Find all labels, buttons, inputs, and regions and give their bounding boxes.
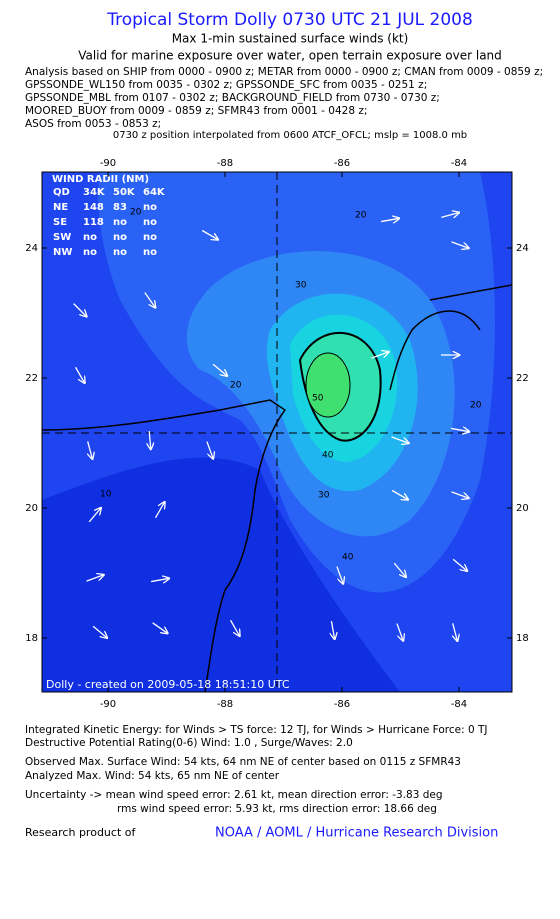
radii-cell: no — [113, 217, 127, 228]
wind-arrow — [152, 622, 168, 633]
map-frame — [41, 171, 513, 693]
wind-arrow — [149, 430, 151, 449]
wind-arrow — [206, 441, 213, 459]
radii-cell: 83 — [113, 202, 127, 213]
lat-label: 20 — [25, 503, 38, 514]
radii-cell: 50K — [113, 187, 136, 198]
subtitle: Max 1-min sustained surface winds (kt) — [172, 32, 409, 46]
analysis-line: ASOS from 0053 - 0853 z; — [25, 118, 161, 130]
lon-label: -88 — [217, 158, 233, 169]
radii-cell: no — [143, 232, 157, 243]
footer-line: Uncertainty -> mean wind speed error: 2.… — [25, 789, 443, 801]
wind-arrow — [151, 578, 169, 581]
wind-arrow — [229, 619, 240, 636]
wind-arrow — [212, 363, 227, 376]
radii-cell: no — [83, 232, 97, 243]
lon-label: -84 — [451, 699, 467, 710]
map: 20 30 20 10 20 40 50 30 40 20 WIND RADII (NM) QD 34… — [42, 172, 512, 692]
wind-arrow — [391, 436, 409, 443]
wind-arrow — [86, 575, 104, 582]
lat-label: 24 — [25, 243, 38, 254]
lon-label: -88 — [217, 699, 233, 710]
contour-label: 20 — [470, 401, 482, 411]
analysis-line: GPSSONDE_WL150 from 0035 - 0302 z; GPSSO… — [25, 79, 427, 91]
credit: Dolly - created on 2009-05-18 18:51:10 U… — [46, 678, 290, 691]
wind-arrow — [144, 292, 155, 308]
radii-cell: NW — [53, 247, 72, 258]
position-note: 0730 z position interpolated from 0600 A… — [113, 130, 467, 141]
radii-cell: no — [113, 232, 127, 243]
wind-arrow — [451, 428, 469, 431]
wind-arrow — [73, 303, 87, 317]
wind-arrow — [88, 441, 93, 458]
lon-label: -86 — [334, 699, 350, 710]
wind-arrow — [452, 558, 467, 571]
wind-arrow — [331, 621, 334, 639]
org-link[interactable]: NOAA / AOML / Hurricane Research Divisio… — [215, 826, 498, 841]
radii-cell: no — [113, 247, 127, 258]
wind-arrow — [451, 241, 469, 248]
lat-label: 18 — [25, 633, 38, 644]
contour-label: 50 — [312, 394, 324, 404]
wind-arrow — [154, 502, 165, 519]
radii-cell: 34K — [83, 187, 106, 198]
footer-line: rms wind speed error: 5.93 kt, rms direc… — [117, 803, 437, 815]
analysis-line: GPSSONDE_MBL from 0107 - 0302 z; BACKGRO… — [25, 92, 440, 104]
radii-cell: 64K — [143, 187, 166, 198]
contour-label: 20 — [355, 211, 367, 221]
footer-line: Analyzed Max. Wind: 54 kts, 65 nm NE of … — [25, 770, 280, 782]
radii-cell: no — [143, 247, 157, 258]
radii-cell: SW — [53, 232, 71, 243]
wind-arrow — [396, 623, 403, 641]
radii-cell: QD — [53, 187, 70, 198]
wind-arrow — [381, 218, 399, 221]
lat-label: 22 — [516, 373, 529, 384]
contour-label: 40 — [342, 553, 354, 563]
contour-label: 40 — [322, 451, 334, 461]
lon-label: -90 — [100, 158, 116, 169]
footer-line: Observed Max. Surface Wind: 54 kts, 64 n… — [25, 756, 461, 768]
wind-arrow — [451, 491, 469, 498]
contour-label: 30 — [318, 491, 330, 501]
radii-cell: no — [143, 202, 157, 213]
wind-arrow — [88, 508, 101, 523]
lat-label: 18 — [516, 633, 529, 644]
contour-label: 10 — [100, 490, 112, 500]
contour-label: 20 — [230, 381, 242, 391]
radii-cell: 148 — [83, 202, 104, 213]
radii-cell: no — [143, 217, 157, 228]
validity: Valid for marine exposure over water, op… — [78, 49, 502, 63]
wind-arrow — [391, 489, 408, 500]
lat-label: 24 — [516, 243, 529, 254]
radii-cell: SE — [53, 217, 67, 228]
lon-label: -90 — [100, 699, 116, 710]
wind-arrow — [74, 366, 85, 383]
radii-title: WIND RADII (NM) — [52, 174, 149, 185]
wind-arrow — [336, 566, 343, 584]
lat-label: 20 — [516, 503, 529, 514]
lat-label: 22 — [25, 373, 38, 384]
wind-arrow — [92, 625, 107, 638]
title: Tropical Storm Dolly 0730 UTC 21 JUL 200… — [106, 10, 473, 30]
wind-arrow — [201, 229, 218, 240]
footer-line: Destructive Potential Rating(0-6) Wind: … — [25, 737, 353, 749]
contour-label: 20 — [130, 208, 142, 218]
research-label: Research product of — [25, 826, 136, 839]
wind-arrow — [393, 562, 406, 577]
wind-arrow — [441, 213, 458, 218]
wind-arrow — [453, 623, 458, 640]
analysis-line: Analysis based on SHIP from 0000 - 0900 … — [25, 66, 543, 78]
footer-line: Integrated Kinetic Energy: for Winds > T… — [25, 724, 487, 736]
radii-cell: no — [83, 247, 97, 258]
lon-label: -86 — [334, 158, 350, 169]
lon-label: -84 — [451, 158, 467, 169]
contour-label: 30 — [295, 281, 307, 291]
analysis-line: MOORED_BUOY from 0009 - 0859 z; SFMR43 f… — [25, 105, 367, 117]
radii-cell: 118 — [83, 217, 104, 228]
wind-arrow — [371, 352, 389, 359]
radii-cell: NE — [53, 202, 68, 213]
